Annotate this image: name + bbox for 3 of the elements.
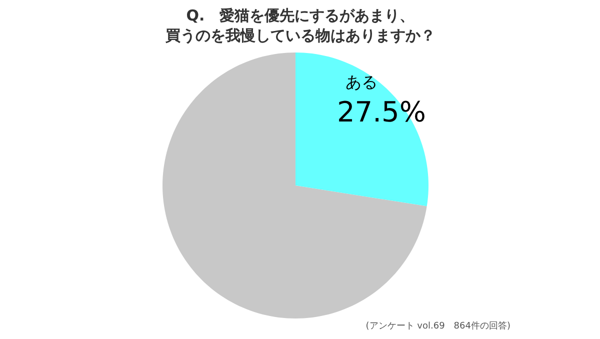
chart-title: Q. 愛猫を優先にするがあまり、買うのを我慢している物はありますか？ (164, 6, 436, 44)
slice-label: ある (345, 72, 378, 92)
text: (アンケート vol.69 864件の回答) (366, 320, 511, 332)
